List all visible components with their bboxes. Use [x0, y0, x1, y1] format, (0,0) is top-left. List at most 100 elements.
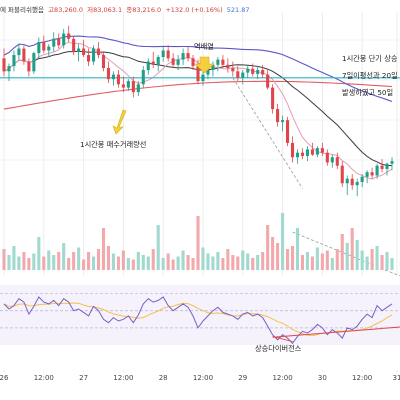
candle — [176, 59, 180, 65]
volume-bar — [171, 259, 175, 270]
divergence-line — [272, 335, 293, 343]
candle — [310, 149, 314, 155]
candle — [290, 142, 295, 158]
candle — [385, 163, 389, 169]
candle — [106, 68, 111, 80]
candle — [271, 87, 275, 110]
candle — [161, 50, 165, 58]
volume-bar — [320, 253, 324, 270]
candle — [345, 178, 349, 184]
candle — [320, 148, 324, 153]
candle — [330, 157, 334, 163]
volume-bar — [281, 213, 285, 270]
candle — [62, 33, 66, 46]
volume-bar — [91, 256, 96, 270]
volume-bar — [216, 252, 220, 270]
candle — [211, 64, 215, 71]
x-tick-label: 31 — [393, 374, 400, 382]
x-tick-label: 28 — [159, 374, 168, 382]
candle — [261, 70, 265, 75]
rsi-line — [3, 296, 393, 345]
candle — [201, 74, 205, 82]
x-tick-label: 12:00 — [113, 374, 133, 382]
volume-bar — [27, 258, 31, 270]
candle — [171, 58, 175, 65]
candle — [216, 59, 220, 65]
volume-bar — [96, 249, 101, 270]
header-change: +132.0 (+0.16%) — [165, 6, 223, 14]
volume-bar — [285, 249, 290, 270]
volume-bar — [141, 255, 145, 270]
candle — [365, 172, 369, 177]
candle — [22, 48, 26, 62]
volume-bar — [335, 249, 339, 270]
dead-cross-label: 역배열 — [194, 42, 214, 51]
candle — [27, 61, 31, 72]
volume-bar — [22, 252, 26, 270]
volume-bar — [310, 256, 314, 270]
volume-bar — [2, 249, 6, 270]
volume-bar — [251, 258, 255, 270]
buy-volume-label: 1시간봉 매수거래량선 — [80, 140, 147, 149]
volume-bar — [136, 252, 140, 270]
volume-bar — [7, 255, 11, 270]
x-tick-label: 12:00 — [34, 374, 54, 382]
x-tick-label: 29 — [238, 374, 247, 382]
moving-averages — [0, 35, 400, 277]
volume-bar — [365, 256, 369, 270]
volume-bar — [226, 249, 230, 270]
volume-bar — [271, 237, 275, 270]
volume-bar — [295, 228, 300, 270]
volume-bar — [380, 255, 384, 270]
volume-bar — [42, 256, 46, 270]
volume-bar — [52, 255, 56, 270]
volume-bar — [121, 250, 125, 270]
volume-bar — [221, 258, 225, 270]
candle — [285, 120, 290, 143]
volume-bar — [111, 253, 115, 270]
volume-bar — [201, 247, 205, 270]
volume-bar — [370, 249, 374, 270]
volume-bar — [77, 247, 81, 270]
volume-bar — [261, 252, 265, 270]
volume-bar — [151, 249, 155, 270]
x-tick-label: 12:00 — [193, 374, 213, 382]
volume-bar — [156, 225, 160, 270]
volume-bar — [47, 250, 51, 270]
x-tick-label: 27 — [79, 374, 88, 382]
volume-bar — [340, 234, 344, 270]
candle — [295, 152, 300, 158]
rsi-band — [0, 285, 400, 345]
candle — [380, 165, 384, 169]
volume-bar — [82, 259, 86, 270]
header-high: 고83,260.0 — [48, 6, 84, 14]
candle — [196, 66, 200, 82]
ma-200-line — [3, 80, 393, 110]
volume-bar — [241, 250, 245, 270]
volume-bar — [186, 255, 190, 270]
volume-bar — [290, 246, 295, 270]
volume-bar — [146, 256, 150, 270]
volume-bar — [62, 243, 66, 270]
note-line: 1시간봉 단기 상승 — [342, 54, 398, 63]
candle — [116, 74, 120, 85]
volume-bar — [101, 228, 106, 270]
candle — [325, 152, 329, 163]
candle — [256, 70, 260, 74]
candle — [42, 42, 46, 51]
divergence-line — [272, 326, 400, 338]
volume-bar — [116, 256, 120, 270]
candle — [7, 66, 11, 72]
volume-bar — [256, 255, 260, 270]
note-box: 1시간봉 단기 상승 7일이평선과 20일 발생하였고 50일 — [342, 50, 400, 101]
candle — [12, 55, 16, 67]
volume-bar — [345, 243, 349, 270]
volume-bar — [57, 252, 61, 270]
candle — [226, 64, 230, 69]
candle — [57, 38, 61, 46]
candle — [300, 152, 305, 156]
candle — [67, 33, 71, 39]
candle — [72, 38, 76, 52]
volume-bar — [176, 256, 180, 270]
